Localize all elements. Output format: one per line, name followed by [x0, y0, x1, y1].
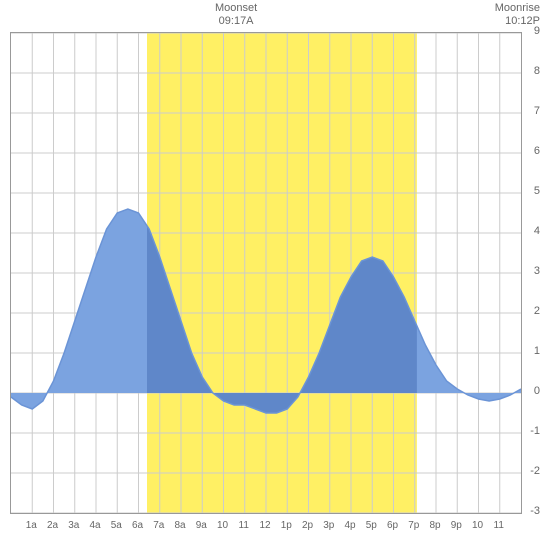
x-tick-label: 4p — [341, 520, 359, 531]
x-tick-label: 6p — [384, 520, 402, 531]
y-tick-label: 9 — [534, 25, 540, 37]
x-tick-label: 8p — [426, 520, 444, 531]
x-tick-label: 2p — [299, 520, 317, 531]
y-tick-label: 0 — [534, 385, 540, 397]
y-axis-labels: -3-2-10123456789 — [522, 32, 542, 512]
y-tick-label: 2 — [534, 305, 540, 317]
x-tick-label: 3a — [65, 520, 83, 531]
x-tick-label: 3p — [320, 520, 338, 531]
x-tick-label: 7p — [405, 520, 423, 531]
x-tick-label: 11 — [235, 520, 253, 531]
x-tick-label: 9a — [192, 520, 210, 531]
x-tick-label: 10 — [214, 520, 232, 531]
y-tick-label: -3 — [530, 505, 540, 517]
chart-svg — [11, 33, 521, 513]
x-tick-label: 5a — [107, 520, 125, 531]
y-tick-label: 8 — [534, 65, 540, 77]
tide-chart-container: Moonset 09:17A Moonrise 10:12P 1a2a3a4a5… — [0, 0, 550, 550]
y-tick-label: 4 — [534, 225, 540, 237]
x-tick-label: 6a — [129, 520, 147, 531]
moonset-time: 09:17A — [215, 15, 257, 28]
x-tick-label: 10 — [469, 520, 487, 531]
x-tick-label: 1p — [277, 520, 295, 531]
chart-plot-area — [10, 32, 522, 514]
x-tick-label: 11 — [490, 520, 508, 531]
moonrise-title: Moonrise — [495, 2, 540, 15]
y-tick-label: 5 — [534, 185, 540, 197]
x-tick-label: 7a — [150, 520, 168, 531]
y-tick-label: -2 — [530, 465, 540, 477]
x-tick-label: 5p — [362, 520, 380, 531]
x-tick-label: 2a — [44, 520, 62, 531]
x-tick-label: 4a — [86, 520, 104, 531]
x-tick-label: 12 — [256, 520, 274, 531]
x-tick-label: 1a — [22, 520, 40, 531]
moonset-title: Moonset — [215, 2, 257, 15]
y-tick-label: 7 — [534, 105, 540, 117]
y-tick-label: 6 — [534, 145, 540, 157]
y-tick-label: 1 — [534, 345, 540, 357]
moonset-label: Moonset 09:17A — [215, 2, 257, 28]
header-labels: Moonset 09:17A Moonrise 10:12P — [0, 2, 550, 32]
y-tick-label: -1 — [530, 425, 540, 437]
y-tick-label: 3 — [534, 265, 540, 277]
x-tick-label: 9p — [447, 520, 465, 531]
x-tick-label: 8a — [171, 520, 189, 531]
